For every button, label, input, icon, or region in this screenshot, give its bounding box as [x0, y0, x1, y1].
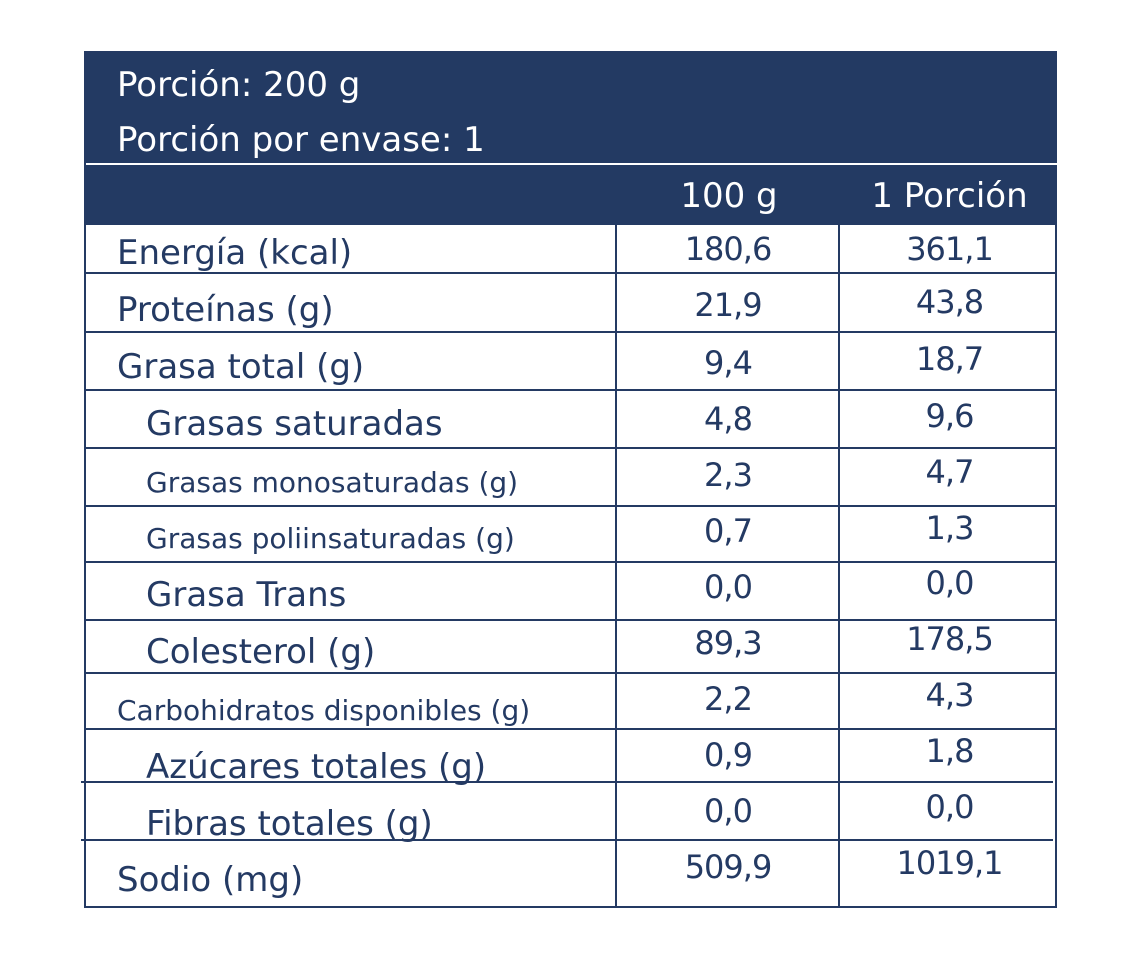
row-divider [81, 839, 1053, 841]
row-value-total-fat-100g: 9,4 [704, 344, 753, 382]
row-label-available-carbohydrates: Carbohidratos disponibles (g) [117, 694, 531, 727]
row-value-cholesterol-100g: 89,3 [694, 624, 762, 662]
row-divider [86, 728, 1057, 730]
row-divider [86, 389, 1057, 391]
row-value-energy-100g: 180,6 [684, 230, 773, 268]
row-divider [86, 672, 1057, 674]
row-divider [86, 447, 1057, 449]
servings-per-container: Porción por envase: 1 [117, 120, 485, 160]
column-divider-2 [838, 225, 840, 908]
row-value-total-sugars-portion: 1,8 [925, 732, 975, 770]
row-divider [86, 272, 1057, 274]
column-header-portion: 1 Porción [871, 176, 1028, 216]
row-value-trans-fat-100g: 0,0 [704, 568, 753, 606]
row-label-total-sugars: Azúcares totales (g) [146, 747, 487, 787]
column-divider-1 [615, 225, 617, 908]
row-value-cholesterol-portion: 178,5 [906, 620, 994, 658]
row-value-protein-portion: 43,8 [915, 283, 984, 321]
row-value-total-sugars-100g: 0,9 [704, 736, 753, 774]
row-divider [81, 781, 1053, 783]
row-label-trans-fat: Grasa Trans [146, 575, 347, 615]
row-value-energy-portion: 361,1 [906, 230, 994, 268]
column-header-bar [86, 165, 1057, 225]
row-label-polyunsaturated-fat: Grasas poliinsaturadas (g) [146, 522, 515, 555]
row-value-saturated-fat-portion: 9,6 [925, 397, 975, 435]
row-divider [86, 331, 1057, 333]
row-label-saturated-fat: Grasas saturadas [146, 404, 443, 444]
header-divider [86, 163, 1057, 165]
row-divider [86, 505, 1057, 507]
row-value-total-fiber-100g: 0,0 [704, 792, 753, 830]
row-value-total-fat-portion: 18,7 [915, 340, 984, 378]
row-label-total-fiber: Fibras totales (g) [146, 804, 433, 844]
serving-size: Porción: 200 g [117, 65, 361, 105]
row-value-sodium-portion: 1019,1 [896, 844, 1004, 882]
row-value-polyunsaturated-fat-100g: 0,7 [704, 512, 753, 550]
row-divider [86, 619, 1057, 621]
row-label-protein: Proteínas (g) [117, 290, 334, 330]
column-header-100g: 100 g [680, 176, 778, 216]
row-label-total-fat: Grasa total (g) [117, 347, 365, 387]
row-value-saturated-fat-100g: 4,8 [704, 400, 753, 438]
row-value-trans-fat-portion: 0,0 [925, 564, 975, 602]
row-divider [86, 561, 1057, 563]
row-label-sodium: Sodio (mg) [117, 860, 304, 900]
row-value-monounsaturated-fat-portion: 4,7 [925, 453, 975, 491]
row-value-polyunsaturated-fat-portion: 1,3 [925, 509, 975, 547]
row-value-monounsaturated-fat-100g: 2,3 [704, 456, 753, 494]
row-value-available-carbohydrates-100g: 2,2 [704, 680, 753, 718]
row-label-monounsaturated-fat: Grasas monosaturadas (g) [146, 466, 519, 499]
row-value-sodium-100g: 509,9 [684, 848, 773, 886]
serving-header [86, 53, 1057, 163]
row-label-cholesterol: Colesterol (g) [146, 632, 376, 672]
nutrition-facts-table: Porción: 200 g Porción por envase: 1 100… [84, 51, 1057, 908]
row-value-protein-100g: 21,9 [694, 286, 762, 324]
row-value-total-fiber-portion: 0,0 [925, 788, 975, 826]
row-label-energy: Energía (kcal) [117, 233, 353, 273]
row-value-available-carbohydrates-portion: 4,3 [925, 676, 975, 714]
